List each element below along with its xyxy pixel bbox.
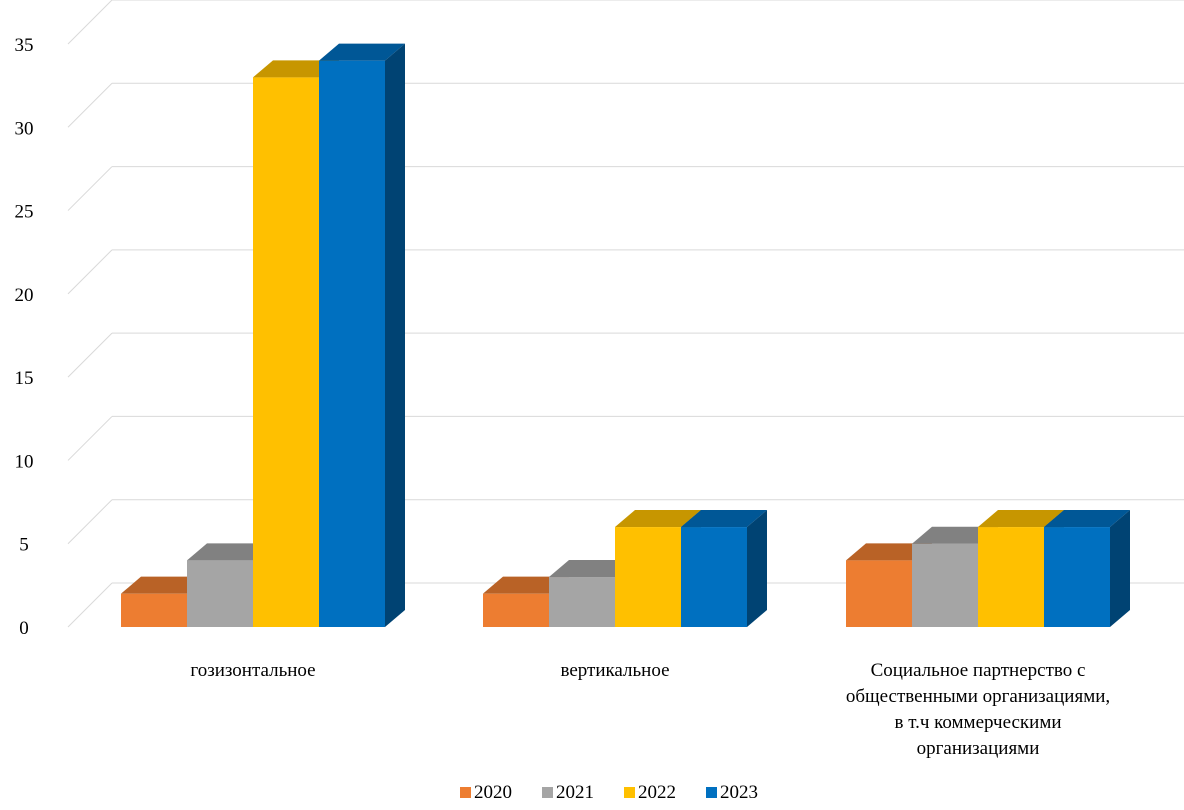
bar-2023-1 <box>681 510 767 627</box>
gridline-diagonal <box>67 166 113 211</box>
bar-front <box>187 560 253 627</box>
y-tick-label: 10 <box>15 451 34 472</box>
legend-swatch-2023 <box>706 787 717 798</box>
y-tick-label: 5 <box>19 535 29 556</box>
y-tick-label: 30 <box>15 118 34 139</box>
bar-2023-2 <box>1044 510 1130 627</box>
bar-top <box>187 543 273 561</box>
y-tick-label: 0 <box>19 618 29 639</box>
bar-front <box>912 543 978 627</box>
gridline-diagonal <box>67 332 113 378</box>
legend-label-2020: 2020 <box>474 782 512 803</box>
bar-top <box>1044 510 1130 528</box>
gridline-diagonal <box>67 249 113 295</box>
bar-front <box>846 560 912 627</box>
bars <box>121 43 1130 628</box>
bar-top <box>846 543 932 561</box>
category-label: Социальное партнерство с общественными ор… <box>846 660 1110 759</box>
bar-top <box>253 60 339 78</box>
bar-front <box>978 527 1044 627</box>
bar-top <box>912 526 998 544</box>
bar-top <box>483 576 569 594</box>
bar-side <box>1110 510 1130 627</box>
category-labels: гозизонтальное вертикальное Социальное пар… <box>190 660 1110 759</box>
category-label: гозизонтальное <box>190 660 315 681</box>
bar-top <box>978 510 1064 528</box>
bar-side <box>747 510 767 627</box>
bar-2023-0 <box>319 43 405 627</box>
gridline-diagonal <box>67 582 113 628</box>
bar-top <box>549 560 635 578</box>
bar-front <box>121 593 187 627</box>
bar-front <box>483 593 549 627</box>
bar-front <box>319 60 385 627</box>
category-label: вертикальное <box>560 660 669 681</box>
y-tick-label: 25 <box>15 202 34 223</box>
bar-front <box>615 527 681 627</box>
legend: 2020 2021 2022 2023 <box>460 782 758 803</box>
legend-swatch-2021 <box>542 787 553 798</box>
y-axis-ticks: 0 5 10 15 20 25 30 35 <box>15 35 34 639</box>
bar-top <box>615 510 701 528</box>
bar-top <box>319 43 405 61</box>
bar-front <box>549 577 615 627</box>
gridline-diagonal <box>67 0 113 45</box>
bar-front <box>253 77 319 628</box>
bar-front <box>681 527 747 627</box>
bar-top <box>121 576 207 594</box>
y-tick-label: 35 <box>15 35 34 56</box>
legend-label-2022: 2022 <box>638 782 676 803</box>
legend-label-2021: 2021 <box>556 782 594 803</box>
legend-swatch-2020 <box>460 787 471 798</box>
y-tick-label: 20 <box>15 285 34 306</box>
y-tick-label: 15 <box>15 368 34 389</box>
gridline-diagonal <box>67 416 113 461</box>
legend-swatch-2022 <box>624 787 635 798</box>
gridline-diagonal <box>67 499 113 545</box>
gridline-diagonal <box>67 82 113 128</box>
bar-side <box>385 43 405 627</box>
bar-front <box>1044 527 1110 627</box>
bar-top <box>681 510 767 528</box>
legend-label-2023: 2023 <box>720 782 758 803</box>
